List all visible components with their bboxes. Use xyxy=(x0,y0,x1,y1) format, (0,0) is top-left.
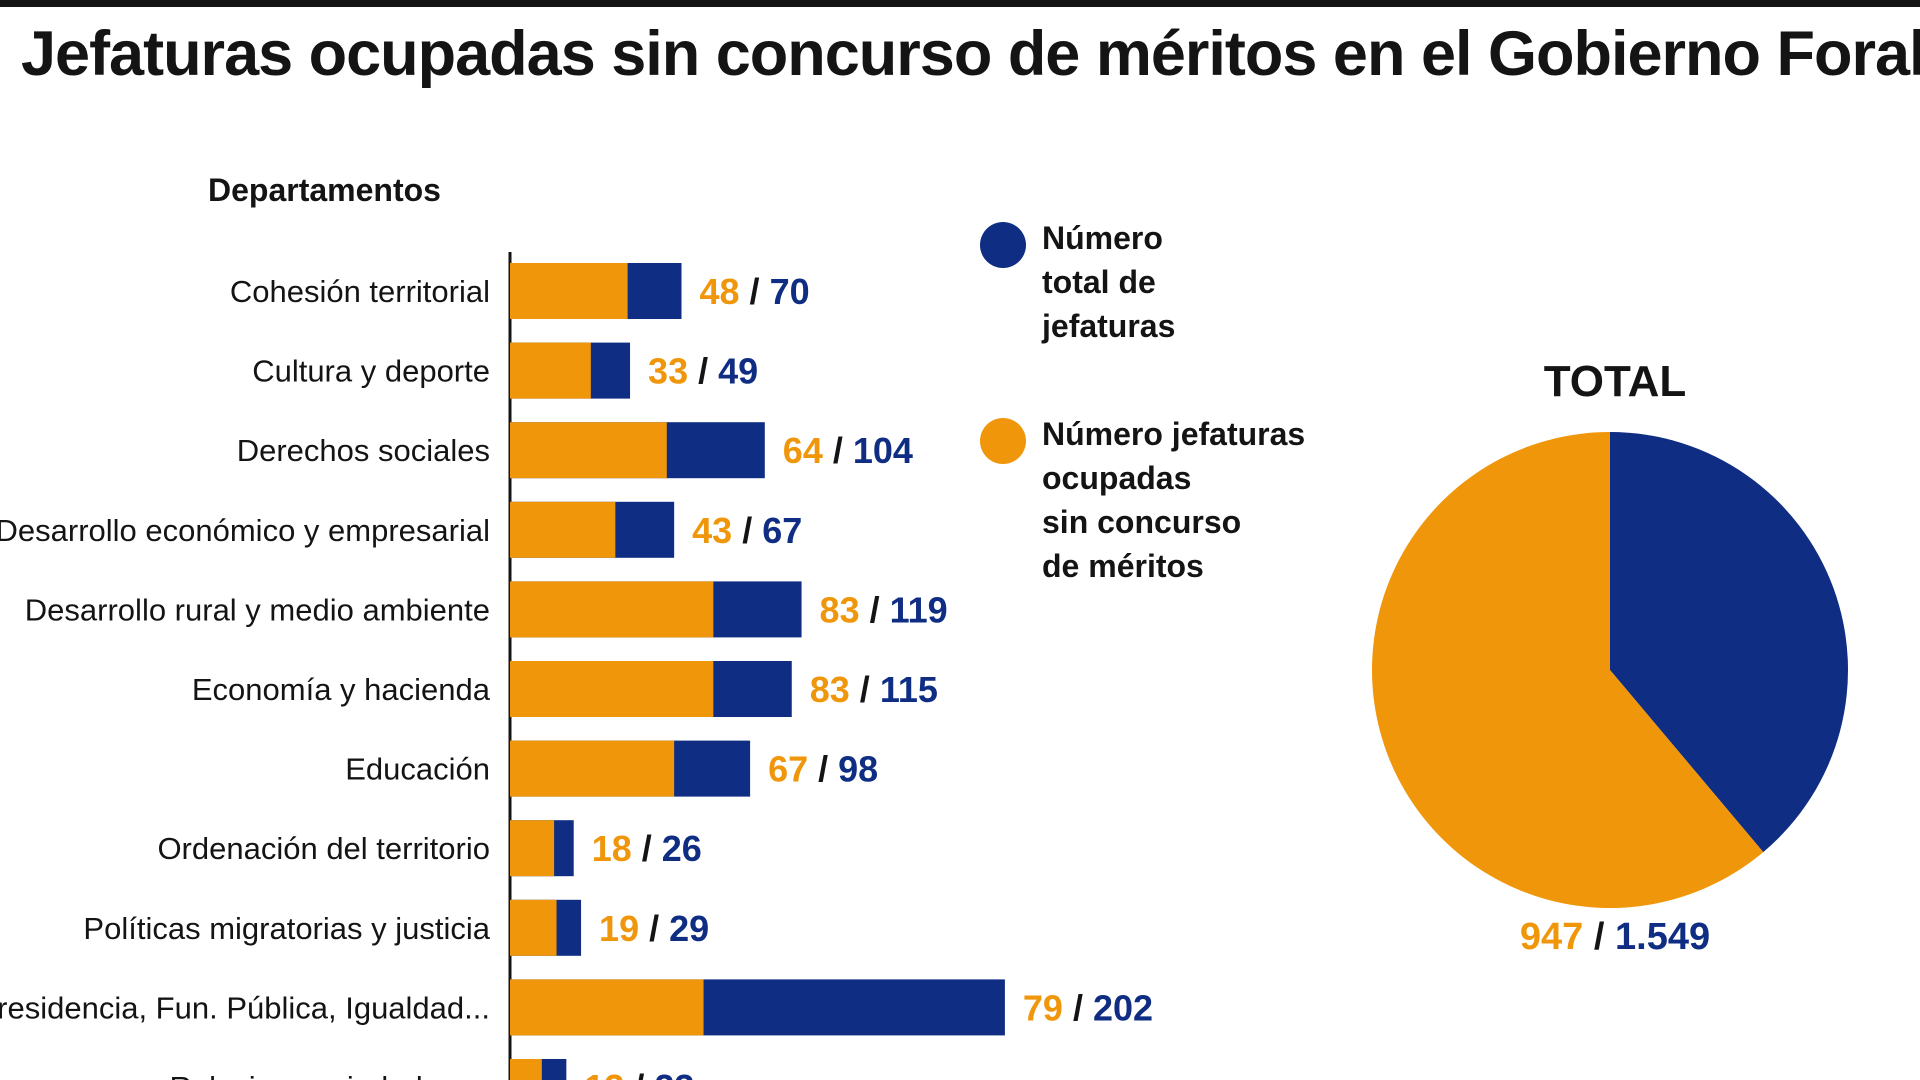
pie-total-separator: / xyxy=(1593,916,1605,958)
bar-value-label: 48 / 70 xyxy=(700,271,810,312)
category-label: Presidencia, Fun. Pública, Igualdad... xyxy=(0,990,490,1025)
bar-value-label: 64 / 104 xyxy=(783,430,913,471)
page-title: Jefaturas ocupadas sin concurso de mérit… xyxy=(21,19,1920,89)
category-label: Economía y hacienda xyxy=(192,672,491,707)
bar-value-label: 33 / 49 xyxy=(648,351,758,392)
bar-sin-concurso xyxy=(510,820,555,877)
category-label: Desarrollo económico y empresarial xyxy=(0,513,490,548)
legend-label-total: Número total de jefaturas xyxy=(1042,220,1176,344)
bar-value-label: 13 / 23 xyxy=(584,1067,694,1080)
category-label: Relaciones ciudadanas xyxy=(169,1070,490,1080)
bar-sin-concurso xyxy=(510,263,628,319)
bar-value-label: 83 / 119 xyxy=(820,589,948,630)
category-label: Ordenación del territorio xyxy=(157,831,490,866)
category-label: Cohesión territorial xyxy=(230,274,490,309)
bar-value-label: 19 / 29 xyxy=(599,908,709,949)
bar-sin-concurso xyxy=(510,422,667,479)
category-label: Desarrollo rural y medio ambiente xyxy=(25,592,490,627)
bar-sin-concurso xyxy=(510,342,591,399)
bar-sin-concurso xyxy=(510,501,616,558)
bar-chart-title: Departamentos xyxy=(208,172,441,208)
bar-value-label: 79 / 202 xyxy=(1023,987,1153,1028)
pie-total-sin-concurso: 947 xyxy=(1519,916,1584,958)
legend-item-total: Número total de jefaturas xyxy=(980,216,1175,348)
legend-swatch-blue xyxy=(980,222,1026,268)
category-label: Políticas migratorias y justicia xyxy=(83,911,490,946)
legend-label-sin-concurso: Número jefaturas ocupadas sin concurso d… xyxy=(1042,416,1306,584)
pie-total-total: 1.549 xyxy=(1615,916,1711,958)
legend-item-sin-concurso: Número jefaturas ocupadas sin concurso d… xyxy=(980,412,1305,588)
category-label: Educación xyxy=(345,752,490,787)
bar-value-label: 83 / 115 xyxy=(810,669,938,710)
pie-slice-rest xyxy=(1610,432,1849,853)
bar-sin-concurso xyxy=(510,740,675,797)
bar-sin-concurso xyxy=(510,899,557,956)
category-label: Derechos sociales xyxy=(237,433,490,468)
pie-chart xyxy=(1372,432,1849,908)
top-rule xyxy=(0,0,1920,7)
bar-value-label: 18 / 26 xyxy=(592,828,702,869)
bar-sin-concurso xyxy=(510,661,714,717)
legend-swatch-orange xyxy=(980,418,1026,464)
bar-value-label: 43 / 67 xyxy=(692,510,802,551)
bar-value-label: 67 / 98 xyxy=(768,749,878,790)
category-label: Cultura y deporte xyxy=(252,354,490,389)
pie-slice-sin-concurso xyxy=(1372,432,1764,908)
bar-sin-concurso xyxy=(510,1059,542,1080)
pie-total-label: 947 / 1.549 xyxy=(1480,912,1750,962)
pie-title: TOTAL xyxy=(1543,357,1687,406)
bar-sin-concurso xyxy=(510,581,714,638)
bar-sin-concurso xyxy=(510,979,704,1036)
